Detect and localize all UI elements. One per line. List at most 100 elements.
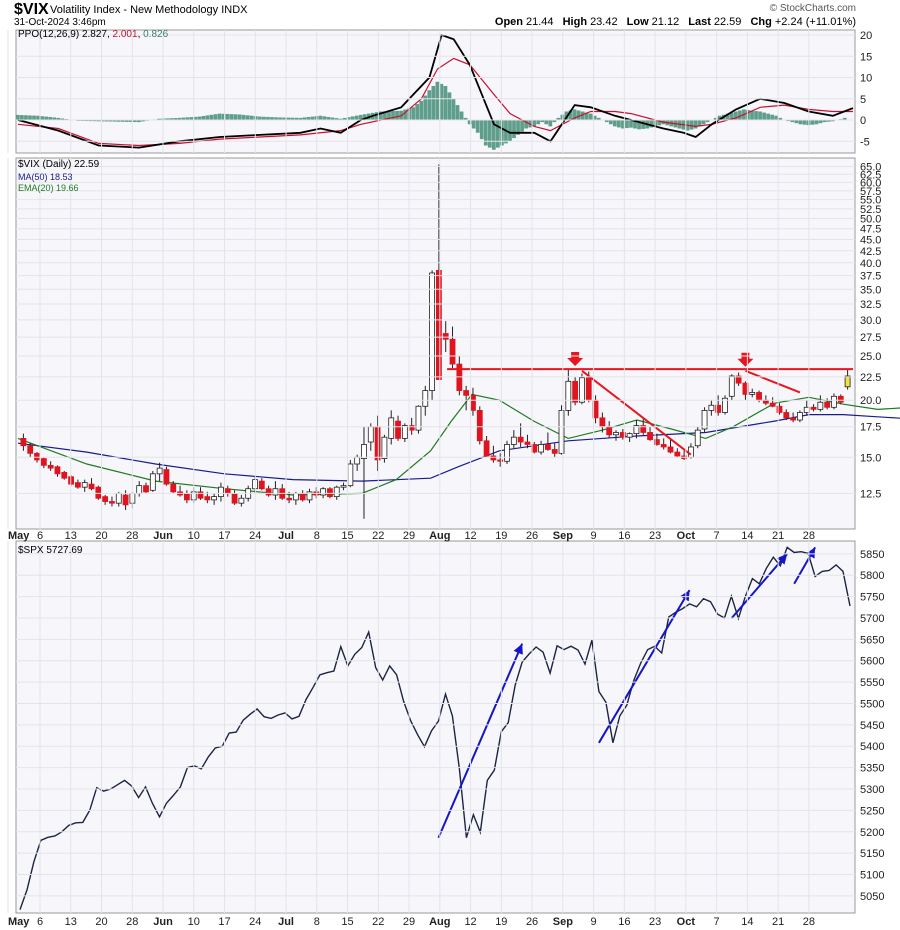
- y-tick-label: 20.0: [860, 395, 881, 407]
- ppo-histogram-bar: [310, 116, 315, 120]
- ppo-histogram-bar: [217, 113, 222, 120]
- ppo-histogram-bar: [266, 116, 270, 120]
- vix-candle: [517, 436, 524, 443]
- high-value: 23.42: [590, 16, 618, 28]
- y-tick-label: 15: [860, 51, 872, 63]
- x-tick-label: 13: [65, 530, 77, 542]
- ppo-histogram-bar: [177, 117, 182, 120]
- ppo-label: PPO(12,26,9): [18, 29, 80, 40]
- ppo-histogram-bar: [28, 115, 32, 120]
- vix-candle: [810, 406, 817, 410]
- vix-candle: [749, 392, 756, 395]
- vix-candle: [292, 493, 299, 501]
- y-tick-label: 32.5: [860, 299, 881, 311]
- y-tick-label: 5600: [860, 656, 884, 668]
- open-label: Open: [494, 16, 524, 28]
- y-tick-label: 57.5: [860, 186, 881, 198]
- vix-candle: [381, 436, 388, 460]
- ppo-histogram-bar: [181, 117, 186, 120]
- y-tick-label: 50.0: [860, 214, 881, 226]
- ppo-histogram-bar: [419, 100, 424, 120]
- vix-candle: [81, 482, 88, 488]
- ppo-histogram-bar: [798, 120, 803, 125]
- ppo-line: [17, 33, 854, 149]
- y-tick-label: 47.5: [860, 224, 881, 236]
- ppo-histogram-bar: [689, 120, 694, 130]
- spx-arrow-head: [680, 590, 690, 602]
- x-tick-label: 23: [649, 530, 661, 542]
- vix-candle: [163, 469, 170, 485]
- x-tick-label: 28: [126, 916, 138, 928]
- ppo-histogram-bar: [830, 120, 835, 122]
- vix-candle: [320, 488, 327, 496]
- x-tick-label: 28: [803, 530, 815, 542]
- ppo-histogram-bar: [641, 120, 645, 129]
- spx-legend: $SPX 5727.69: [18, 545, 83, 556]
- ema20-legend: EMA(20) 19.66: [18, 183, 79, 193]
- ppo-histogram-bar: [306, 117, 311, 120]
- vix-candle: [442, 333, 449, 340]
- x-tick-label: 24: [249, 530, 261, 542]
- y-tick-label: 5050: [860, 891, 884, 903]
- ppo-histogram-bar: [508, 120, 512, 142]
- ppo-histogram-bar: [491, 120, 496, 150]
- ppo-histogram-bar: [596, 117, 601, 120]
- ppo-histogram-bar: [326, 116, 331, 120]
- vix-candle: [470, 394, 476, 411]
- ppo-histogram-bar: [471, 120, 476, 129]
- y-tick-label: 5200: [860, 827, 884, 839]
- vix-candle: [476, 410, 483, 442]
- vix-candle: [95, 486, 102, 499]
- ppo-histogram-bar: [580, 111, 585, 120]
- ppo-histogram-bar: [132, 120, 137, 123]
- vix-candle: [170, 483, 177, 493]
- x-tick-label: 7: [714, 530, 720, 542]
- ppo-histogram-bar: [391, 110, 395, 120]
- ppo-histogram-bar: [568, 110, 573, 120]
- ppo-histogram-bar: [738, 110, 742, 120]
- ppo-histogram-bar: [729, 112, 734, 120]
- vix-candle: [47, 464, 54, 469]
- ppo-histogram-bar: [128, 120, 133, 122]
- x-tick-label: 21: [772, 916, 784, 928]
- vix-candle: [613, 432, 619, 436]
- ppo-histogram-bar: [548, 120, 553, 127]
- ppo-histogram-bar: [443, 86, 448, 120]
- vix-candle: [633, 425, 640, 435]
- vix-candle: [238, 497, 245, 504]
- ppo-histogram-bar: [520, 120, 524, 132]
- ppo-histogram-bar: [157, 118, 161, 120]
- vix-candle: [708, 404, 715, 411]
- ppo-histogram-bar: [294, 117, 299, 120]
- ppo-histogram-bar: [201, 116, 206, 120]
- ppo-histogram-bar: [544, 120, 549, 125]
- vix-candle: [544, 444, 551, 450]
- vix-candle: [183, 493, 190, 501]
- ppo-histogram-bar: [556, 117, 561, 120]
- ppo-histogram-bar: [338, 118, 343, 120]
- vix-candle: [354, 456, 361, 465]
- ppo-histogram-bar: [621, 120, 625, 129]
- ppo-histogram-bar: [120, 120, 125, 122]
- ppo-histogram-bar: [383, 111, 387, 120]
- ppo-histogram-bar: [104, 120, 109, 122]
- x-tick-label: Sep: [553, 916, 573, 928]
- spx-arrow-head: [513, 643, 523, 655]
- ppo-histogram-bar: [36, 115, 40, 120]
- ppo-histogram-bar: [221, 113, 226, 120]
- vix-candle: [844, 375, 851, 388]
- vix-candle: [27, 445, 34, 454]
- vix-candle: [156, 467, 163, 475]
- ppo-histogram-bar: [322, 116, 327, 120]
- x-tick-label: Oct: [677, 530, 696, 542]
- ppo-histogram-bar: [262, 116, 266, 120]
- y-tick-label: 40.0: [860, 258, 881, 270]
- x-tick-label: 17: [218, 916, 230, 928]
- vix-candle: [585, 377, 592, 401]
- y-tick-label: 37.5: [860, 271, 881, 283]
- y-tick-label: 0: [860, 115, 866, 127]
- ppo-signal-value: 2.001: [112, 29, 138, 40]
- vix-candle: [701, 410, 708, 430]
- ppo-histogram-bar: [802, 120, 807, 125]
- vix-candle: [102, 496, 109, 502]
